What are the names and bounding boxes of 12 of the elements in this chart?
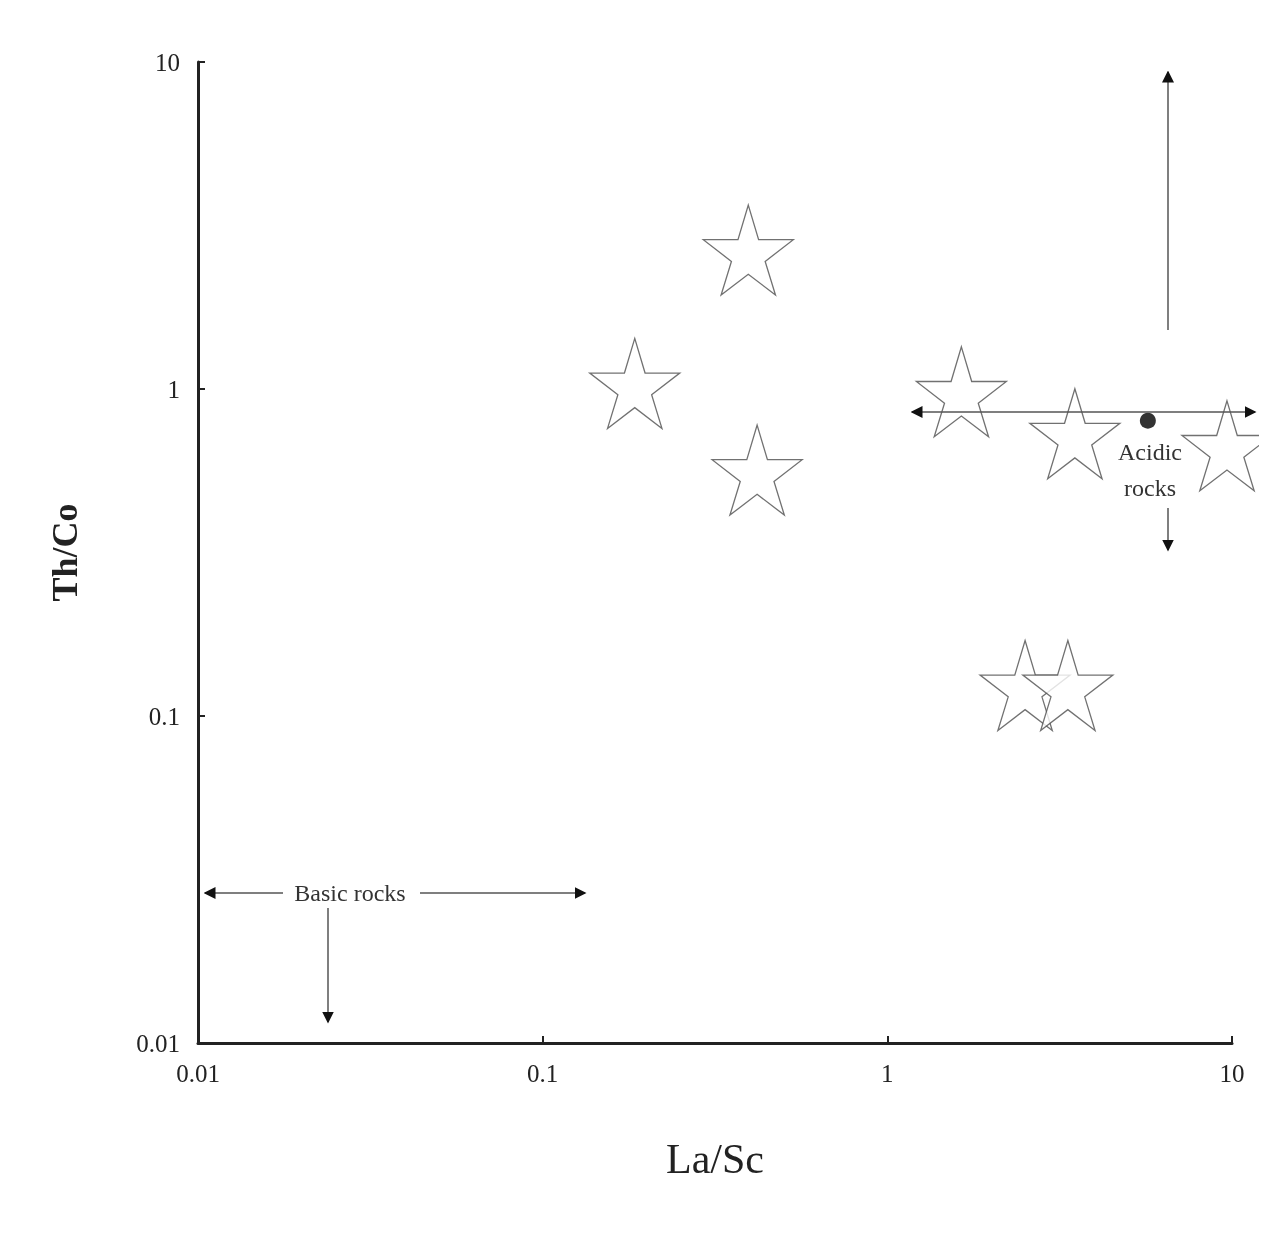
x-axis-title: La/Sc [666, 1136, 764, 1182]
annotation: Basic rocks [293, 879, 407, 908]
y-tick-label: 0.1 [148, 702, 180, 730]
x-tick-label: 1 [881, 1060, 894, 1087]
x-tick-label: 10 [1219, 1060, 1245, 1087]
y-tick-label: 0.01 [136, 1029, 180, 1057]
y-tick-label: 1 [167, 375, 180, 403]
x-tick-label: 0.1 [527, 1060, 559, 1087]
x-tick-label: 0.01 [176, 1060, 220, 1087]
annotation: Acidic rocks [1117, 438, 1183, 503]
y-tick-label: 10 [155, 48, 180, 76]
y-axis-title: Th/Co [45, 503, 85, 602]
